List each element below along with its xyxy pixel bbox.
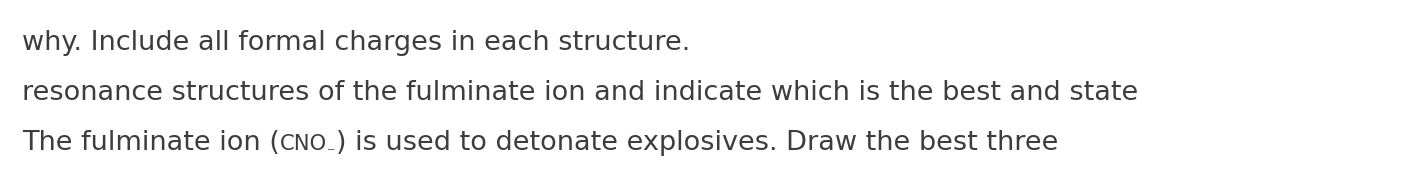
Text: why. Include all formal charges in each structure.: why. Include all formal charges in each … <box>21 30 690 56</box>
Text: The fulminate ion (: The fulminate ion ( <box>21 130 279 156</box>
Text: resonance structures of the fulminate ion and indicate which is the best and sta: resonance structures of the fulminate io… <box>21 80 1138 106</box>
Text: CNO: CNO <box>279 134 327 154</box>
Text: ⁻: ⁻ <box>327 145 335 160</box>
Text: ) is used to detonate explosives. Draw the best three: ) is used to detonate explosives. Draw t… <box>335 130 1058 156</box>
